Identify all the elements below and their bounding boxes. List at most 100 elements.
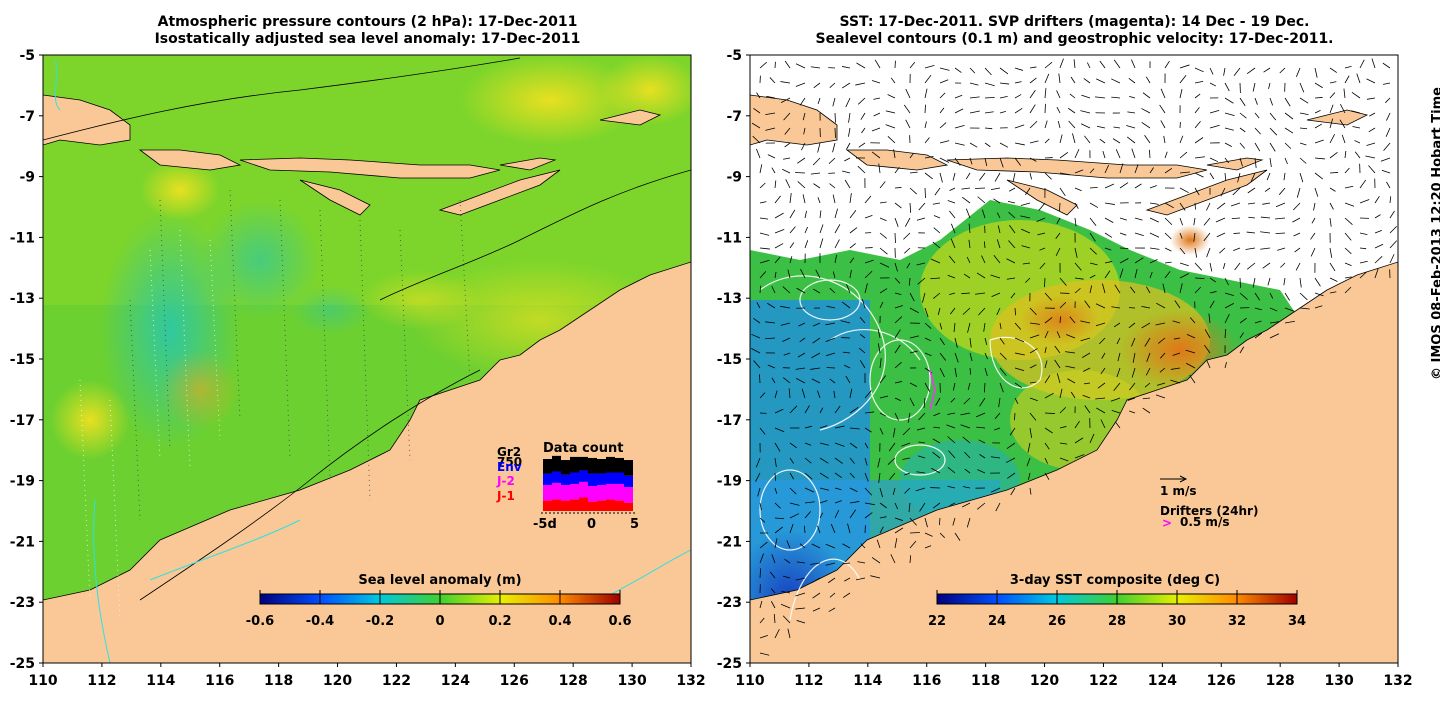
velocity-vector xyxy=(965,172,971,180)
velocity-vector xyxy=(877,343,881,354)
velocity-vector xyxy=(1389,225,1398,234)
velocity-vector xyxy=(1117,352,1121,362)
velocity-vector xyxy=(771,285,776,294)
velocity-vector xyxy=(789,487,797,495)
velocity-vector xyxy=(1293,232,1301,237)
velocity-vector xyxy=(782,615,791,624)
velocity-vector xyxy=(1206,359,1211,369)
svp-drifter-track xyxy=(929,369,936,411)
velocity-vector xyxy=(1026,457,1031,467)
velocity-vector xyxy=(796,620,806,624)
velocity-vector xyxy=(1224,313,1230,324)
velocity-vector xyxy=(1269,112,1277,121)
velocity-vector xyxy=(1070,76,1076,84)
velocity-vector xyxy=(1179,247,1186,255)
velocity-vector xyxy=(1160,120,1166,129)
velocity-vector xyxy=(819,512,824,519)
velocity-vector xyxy=(1020,202,1031,206)
right-lat-label: -19 xyxy=(717,474,742,490)
velocity-vector xyxy=(1100,419,1106,429)
velocity-vector xyxy=(1262,202,1271,205)
velocity-vector xyxy=(1254,307,1262,311)
velocity-vector xyxy=(1149,232,1160,238)
velocity-vector xyxy=(934,187,941,196)
velocity-vector xyxy=(949,502,956,507)
velocity-vector xyxy=(817,142,821,153)
velocity-vector xyxy=(1209,262,1213,272)
velocity-vector xyxy=(1095,397,1106,400)
velocity-vector xyxy=(1096,125,1106,129)
velocity-vector xyxy=(789,472,794,480)
velocity-vector xyxy=(1129,95,1136,99)
velocity-vector xyxy=(954,142,965,146)
velocity-vector xyxy=(1354,151,1361,159)
velocity-vector xyxy=(961,187,971,190)
velocity-vector xyxy=(1131,367,1136,378)
velocity-vector xyxy=(924,545,932,549)
velocity-vector xyxy=(1007,201,1016,204)
velocity-vector xyxy=(1044,120,1048,129)
data-count-bar-segment xyxy=(579,481,588,498)
velocity-vector xyxy=(855,577,866,581)
velocity-vector xyxy=(1155,394,1166,399)
velocity-vector xyxy=(1174,300,1181,309)
velocity-vector xyxy=(916,427,926,431)
velocity-vector xyxy=(1059,277,1067,286)
velocity-vector xyxy=(1029,90,1036,99)
velocity-vector xyxy=(969,110,980,114)
velocity-vector xyxy=(774,180,777,189)
velocity-vector xyxy=(1097,382,1106,389)
velocity-vector xyxy=(1382,62,1391,69)
velocity-vector xyxy=(860,543,866,549)
velocity-vector xyxy=(1252,277,1256,288)
velocity-vector xyxy=(1343,88,1346,99)
velocity-vector xyxy=(978,439,986,444)
velocity-vector xyxy=(825,562,836,566)
velocity-vector xyxy=(859,360,866,369)
velocity-vector xyxy=(780,97,791,103)
velocity-vector xyxy=(1223,67,1226,76)
data-count-bar-segment xyxy=(570,456,579,473)
velocity-vector xyxy=(845,375,851,384)
velocity-vector xyxy=(1082,367,1091,372)
velocity-vector xyxy=(1066,334,1076,339)
velocity-vector xyxy=(1146,352,1151,362)
velocity-vector xyxy=(966,256,971,264)
velocity-vector xyxy=(919,502,926,512)
sla-colorbar-tick: -0.6 xyxy=(246,614,274,629)
velocity-vector xyxy=(774,271,777,279)
velocity-vector xyxy=(785,179,791,189)
velocity-vector xyxy=(783,157,791,160)
velocity-vector xyxy=(860,112,866,120)
velocity-vector xyxy=(894,316,903,324)
velocity-vector xyxy=(751,333,761,339)
velocity-vector xyxy=(757,487,761,497)
velocity-vector xyxy=(861,299,866,309)
velocity-vector xyxy=(968,239,971,249)
velocity-vector xyxy=(976,426,986,429)
velocity-vector xyxy=(1083,78,1091,84)
velocity-vector xyxy=(1194,277,1205,279)
velocity-vector xyxy=(798,322,806,327)
velocity-vector xyxy=(1029,364,1037,369)
velocity-vector xyxy=(819,210,822,219)
velocity-vector xyxy=(1089,274,1096,279)
velocity-vector xyxy=(1179,273,1190,279)
velocity-vector xyxy=(1193,217,1196,226)
velocity-vector xyxy=(879,487,883,498)
velocity-vector xyxy=(1365,155,1376,159)
velocity-vector xyxy=(969,352,973,362)
velocity-vector xyxy=(1239,112,1247,119)
velocity-vector xyxy=(1054,345,1061,354)
velocity-vector xyxy=(994,172,1001,182)
left-lon-label: 114 xyxy=(146,673,175,689)
velocity-vector xyxy=(1007,472,1016,479)
velocity-vector xyxy=(894,527,904,534)
data-count-bar-segment xyxy=(615,483,624,501)
velocity-vector xyxy=(969,337,972,348)
velocity-vector xyxy=(1074,217,1077,227)
velocity-vector xyxy=(1172,320,1181,324)
right-map-title: SST: 17-Dec-2011. SVP drifters (magenta)… xyxy=(752,14,1397,48)
velocity-vector xyxy=(969,96,980,99)
